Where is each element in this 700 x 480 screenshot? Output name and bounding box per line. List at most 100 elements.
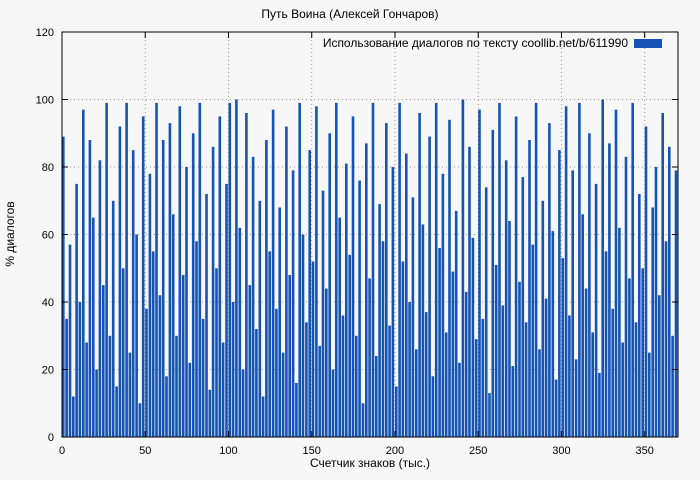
x-tick-label: 250 — [469, 445, 487, 457]
x-axis-label: Счетчик знаков (тыс.) — [310, 456, 430, 470]
bar — [608, 143, 611, 437]
bar — [611, 308, 614, 438]
bar — [331, 369, 335, 437]
bar — [351, 116, 355, 438]
bar — [371, 102, 375, 438]
bar — [491, 129, 495, 437]
bar — [674, 170, 678, 437]
bar — [108, 335, 112, 438]
bar — [421, 224, 425, 437]
bar — [411, 197, 415, 437]
bar — [325, 288, 328, 437]
bar — [584, 288, 588, 437]
bar — [548, 123, 551, 437]
bar — [398, 102, 401, 438]
bar — [504, 160, 508, 438]
bar — [601, 99, 604, 437]
bar — [151, 251, 155, 437]
bar — [481, 318, 485, 437]
bar — [594, 183, 598, 437]
bar — [518, 281, 521, 438]
bar — [651, 207, 654, 437]
bar — [155, 102, 158, 438]
bar — [301, 234, 305, 437]
bar — [345, 163, 348, 437]
bar — [178, 106, 182, 438]
bar — [171, 214, 175, 438]
y-tick-label: 60 — [42, 230, 54, 242]
bar — [668, 146, 671, 438]
x-tick-label: 350 — [636, 445, 654, 457]
bar — [275, 308, 278, 438]
chart-title: Путь Воина (Алексей Гончаров) — [261, 7, 438, 21]
y-tick-label: 0 — [48, 432, 54, 444]
bar — [358, 180, 361, 437]
bar — [135, 234, 138, 437]
bar — [654, 167, 658, 437]
bar — [188, 362, 192, 438]
bar — [141, 116, 145, 438]
bar-series — [62, 99, 678, 438]
bar — [105, 102, 108, 438]
bar — [468, 146, 471, 438]
bar — [381, 241, 385, 438]
bar — [138, 403, 142, 438]
bar — [508, 221, 511, 437]
bar — [444, 332, 448, 437]
bar — [335, 102, 338, 438]
bar — [218, 116, 222, 438]
bar — [321, 190, 325, 437]
bar — [621, 342, 624, 437]
bar — [62, 136, 65, 437]
bar — [165, 376, 168, 438]
bar — [72, 396, 75, 437]
bar — [554, 379, 558, 437]
bar — [181, 275, 185, 437]
bar — [311, 261, 315, 437]
bar — [235, 99, 238, 437]
bar — [648, 352, 651, 437]
bar — [415, 349, 418, 438]
bar — [428, 136, 431, 437]
bar — [308, 150, 311, 437]
bar — [288, 275, 291, 437]
y-axis-label: % диалогов — [3, 201, 17, 266]
bar — [118, 126, 122, 437]
bar — [458, 362, 461, 438]
y-tick-label: 20 — [42, 365, 54, 377]
bar — [451, 271, 455, 437]
bar — [205, 194, 208, 437]
bar — [85, 342, 88, 437]
bar — [405, 153, 408, 437]
bar — [434, 102, 438, 438]
bar — [501, 305, 505, 437]
bar — [95, 369, 98, 437]
bar — [248, 285, 252, 437]
bar — [581, 214, 584, 438]
bar — [478, 109, 481, 437]
bar — [388, 325, 391, 437]
bar — [561, 258, 565, 437]
legend-label: Использование диалогов по тексту coollib… — [323, 36, 629, 50]
bar — [265, 140, 268, 437]
x-tick-label: 0 — [59, 445, 65, 457]
x-tick-label: 100 — [219, 445, 237, 457]
bar — [271, 109, 275, 437]
y-tick-label: 80 — [42, 162, 54, 174]
bar — [631, 102, 634, 438]
bar — [185, 167, 188, 437]
bar — [528, 140, 531, 437]
bar — [408, 302, 411, 437]
bar — [361, 403, 365, 438]
bar — [641, 268, 644, 438]
bar — [198, 102, 202, 438]
legend-swatch — [634, 39, 662, 48]
bar — [431, 376, 435, 438]
bar — [514, 116, 518, 438]
bar — [604, 251, 608, 437]
bar — [511, 366, 515, 437]
bar — [111, 200, 115, 438]
bar — [315, 106, 318, 438]
bar — [92, 217, 95, 437]
